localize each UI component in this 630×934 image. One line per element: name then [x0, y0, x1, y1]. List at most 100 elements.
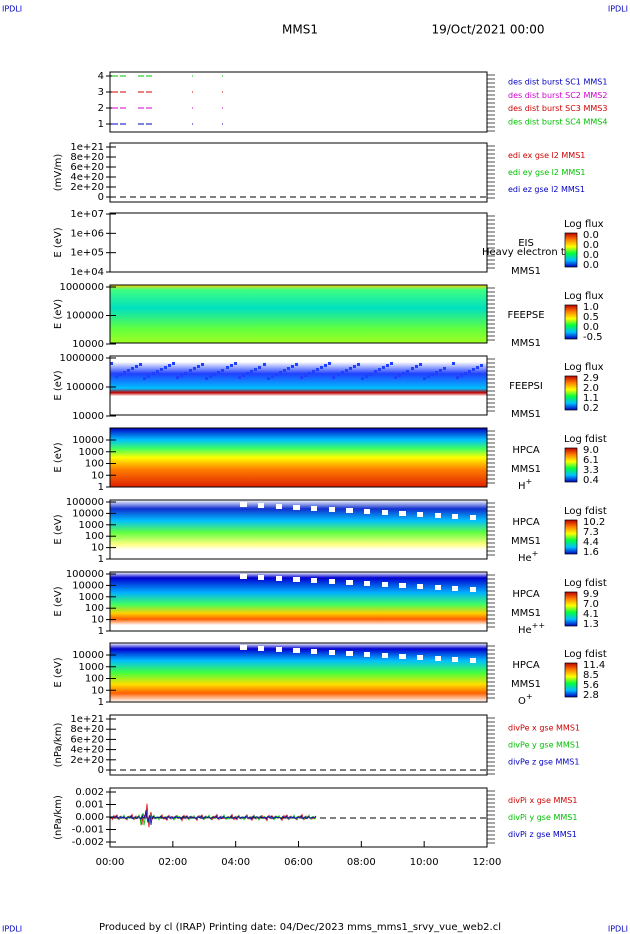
corner-label: IPDLI [608, 925, 628, 934]
speckle [328, 362, 331, 365]
y-axis-label: (nPa/km) [53, 795, 64, 840]
y-tick-label: 6e+20 [70, 734, 104, 745]
trace [111, 809, 317, 825]
speckle [230, 364, 233, 367]
species-base: He [518, 625, 532, 636]
y-tick-label: 6e+20 [70, 162, 104, 173]
gap [403, 654, 406, 659]
speckle [250, 370, 253, 373]
y-tick-label: 4e+20 [70, 745, 104, 756]
colorbar [564, 232, 578, 268]
gap [473, 587, 476, 592]
colorbar [564, 304, 578, 340]
y-tick-label: 3 [98, 87, 104, 98]
speckle [390, 362, 393, 365]
corner-label: IPDLI [2, 925, 22, 934]
y-tick-label: 1e+21 [70, 714, 104, 725]
y-tick-label: 1 [98, 482, 104, 493]
legend-entry: edi ex gse l2 MMS1 [508, 151, 585, 160]
speckle [160, 368, 163, 371]
speckle [349, 367, 352, 370]
gap [314, 649, 317, 654]
panel-frame [109, 142, 488, 203]
speckle [324, 364, 327, 367]
note: Heavy electron to [482, 247, 571, 258]
speckle [197, 365, 200, 368]
gap [261, 575, 264, 580]
spectrogram [110, 285, 487, 343]
speckle [238, 376, 241, 379]
colorbar [564, 375, 578, 411]
speckle [242, 374, 245, 377]
species: He++ [518, 621, 545, 637]
speckle [147, 375, 150, 378]
spacecraft: MMS1 [511, 679, 541, 690]
speckle [213, 373, 216, 376]
speckle [135, 365, 138, 368]
panel-frame [109, 499, 488, 560]
instrument: HPCA [512, 445, 540, 456]
instrument: HPCA [512, 517, 540, 528]
y-tick-label: 1 [98, 119, 104, 130]
colorbar-label: 0.0 [583, 240, 599, 251]
panel-frame [109, 427, 488, 488]
y-tick-label: 0.000 [75, 812, 104, 823]
speckle [423, 377, 426, 380]
y-axis-label: E (eV) [53, 370, 64, 400]
colorbar-label: 10.2 [583, 517, 605, 528]
speckle [378, 368, 381, 371]
speckle [156, 370, 159, 373]
speckle [131, 367, 134, 370]
species: H+ [518, 477, 532, 493]
panel-frame [109, 355, 488, 416]
colorbar-label: 0.4 [583, 475, 599, 486]
speckle [267, 377, 270, 380]
species: O+ [518, 692, 533, 708]
colorbar-label: 11.4 [583, 660, 605, 671]
gap [455, 657, 458, 662]
y-tick-label: 1 [98, 626, 104, 637]
legend-entry: des dist burst SC2 MMS2 [508, 91, 607, 100]
speckle [419, 363, 422, 366]
speckle [439, 369, 442, 372]
x-tick-label: 02:00 [158, 857, 187, 868]
colorbar-label: 3.3 [583, 465, 599, 476]
speckle [164, 366, 167, 369]
spacecraft: MMS1 [511, 464, 541, 475]
gap [350, 580, 353, 585]
speckle [415, 365, 418, 368]
x-tick-label: 10:00 [410, 857, 439, 868]
speckle [172, 362, 175, 365]
y-tick-label: 10000 [72, 339, 104, 350]
speckle [411, 367, 414, 370]
y-tick-label: 100 [85, 674, 104, 685]
gap [244, 574, 247, 579]
species-base: O [518, 696, 526, 707]
legend-entry: des dist burst SC1 MMS1 [508, 78, 607, 87]
legend-entry: des dist burst SC3 MMS3 [508, 104, 607, 113]
gap [332, 650, 335, 655]
x-tick-label: 08:00 [347, 857, 376, 868]
speckle [476, 366, 479, 369]
speckle [217, 371, 220, 374]
speckle [394, 376, 397, 379]
gap [279, 504, 282, 509]
speckle [287, 367, 290, 370]
speckle [279, 371, 282, 374]
speckle [184, 372, 187, 375]
speckle [316, 368, 319, 371]
y-tick-label: 100000 [66, 311, 104, 322]
y-tick-label: 10000 [72, 435, 104, 446]
gap [367, 652, 370, 657]
spectrogram [110, 428, 487, 487]
legend-entry: divPi y gse MMS1 [508, 813, 577, 822]
speckle [402, 372, 405, 375]
gap [279, 576, 282, 581]
y-tick-label: 10000 [72, 580, 104, 591]
colorbar-label: 8.5 [583, 670, 599, 681]
gap [244, 502, 247, 507]
colorbar-label: 1.6 [583, 547, 599, 558]
gap [385, 653, 388, 658]
gap [367, 581, 370, 586]
panel-frame [109, 714, 488, 776]
